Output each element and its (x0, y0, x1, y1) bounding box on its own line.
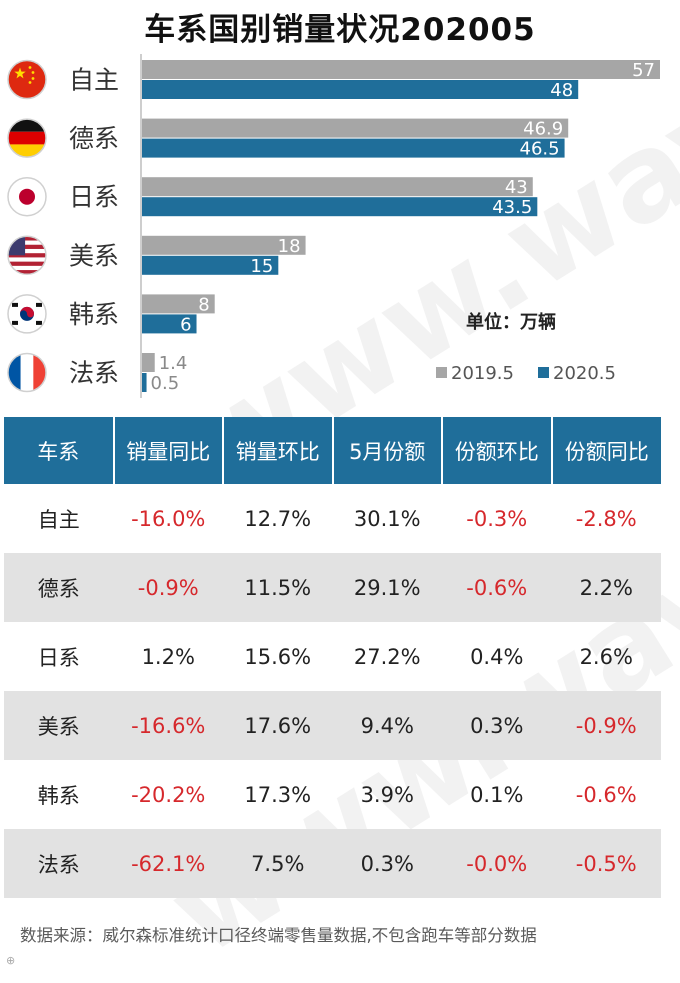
header-cell: 份额环比 (442, 417, 553, 484)
row-label-cell: 法系 (4, 829, 114, 898)
bar-2020.5 (142, 255, 279, 275)
france-flag-icon (7, 352, 47, 393)
bar-2019.5 (142, 353, 155, 372)
category-label: 德系 (69, 124, 119, 153)
bar-2020.5 (142, 373, 147, 392)
data-label: 46.5 (520, 139, 560, 160)
table-cell: -20.2% (131, 782, 206, 807)
table-cell: -0.9% (551, 691, 661, 760)
category-label: 美系 (69, 241, 119, 270)
table-cell: 9.4% (332, 691, 442, 760)
header-cell: 份额同比 (551, 417, 661, 484)
data-label: 0.5 (151, 373, 180, 394)
data-label: 1.4 (159, 353, 188, 374)
table-cell: 0.1% (470, 782, 524, 807)
table-cell: -62.1% (113, 829, 223, 898)
unit-label: 单位：万辆 (466, 311, 556, 333)
data-label: 18 (278, 236, 301, 257)
usa-flag-icon (7, 235, 47, 276)
table-cell: 0.4% (470, 644, 524, 669)
legend-swatch (538, 367, 549, 378)
table-cell: -0.6% (442, 553, 552, 622)
table-cell: 30.1% (353, 506, 421, 531)
table-cell: 17.6% (223, 691, 333, 760)
table-row: 自主 -16.0% 12.7% 30.1% -0.3% -2.8% (4, 484, 661, 553)
source-logo-icon: ⊕ (6, 954, 16, 967)
legend-label: 2019.5 (451, 363, 514, 384)
table-cell: 0.3% (332, 829, 442, 898)
table-cell: -0.9% (113, 553, 223, 622)
table-cell: 7.5% (223, 829, 333, 898)
table-cell: 12.7% (244, 506, 312, 531)
category-label: 法系 (69, 359, 119, 388)
table-row: 法系 -62.1% 7.5% 0.3% -0.0% -0.5% (4, 829, 661, 898)
header-cell: 5月份额 (332, 417, 443, 484)
table-cell: -0.6% (575, 782, 637, 807)
table-cell: -0.3% (466, 506, 528, 531)
table-cell: 17.3% (244, 782, 312, 807)
header-cell: 车系 (4, 417, 115, 484)
data-label: 6 (180, 314, 191, 335)
korea-flag-icon (7, 294, 47, 334)
table-cell: 15.6% (244, 644, 312, 669)
data-label: 8 (198, 294, 209, 315)
table-cell: 29.1% (332, 553, 442, 622)
table-row: 德系 -0.9% 11.5% 29.1% -0.6% 2.2% (4, 553, 661, 622)
bar-2020.5 (142, 197, 538, 217)
table-cell: -2.8% (575, 506, 637, 531)
data-label: 48 (550, 80, 573, 101)
row-label-cell: 韩系 (37, 783, 80, 808)
table-row: 美系 -16.6% 17.6% 9.4% 0.3% -0.9% (4, 691, 661, 760)
table-cell: -0.5% (551, 829, 661, 898)
table-cell: 1.2% (141, 644, 195, 669)
row-label-cell: 日系 (37, 645, 80, 670)
page-title: 车系国别销量状况202005 (144, 12, 536, 48)
table-cell: 27.2% (353, 644, 421, 669)
table-cell: 0.3% (442, 691, 552, 760)
bar-2020.5 (142, 138, 565, 158)
header-cell: 销量同比 (113, 417, 224, 484)
header-cell: 销量环比 (223, 417, 334, 484)
table-cell: -16.6% (113, 691, 223, 760)
table-cell: -16.0% (131, 506, 206, 531)
table-row: 日系 1.2% 15.6% 27.2% 0.4% 2.6% (4, 622, 661, 691)
table-cell: 2.6% (579, 644, 633, 669)
stats-table: 车系 销量同比 销量环比 5月份额 份额环比 份额同比 自主 -16.0% 12.7… (4, 417, 661, 898)
category-label: 韩系 (69, 300, 119, 329)
table-cell: -0.0% (442, 829, 552, 898)
data-label: 43 (505, 177, 528, 198)
row-label-cell: 美系 (4, 691, 114, 760)
legend-label: 2020.5 (553, 363, 616, 384)
germany-flag-icon (7, 118, 47, 158)
bar-2019.5 (142, 60, 660, 79)
bar-2020.5 (142, 80, 579, 99)
table-cell: 2.2% (551, 553, 661, 622)
data-label: 15 (250, 256, 273, 277)
bar-2019.5 (142, 235, 306, 255)
category-label: 日系 (69, 183, 119, 212)
china-flag-icon (7, 59, 47, 100)
table-row: 韩系 -20.2% 17.3% 3.9% 0.1% -0.6% (4, 760, 661, 829)
table-cell: 11.5% (223, 553, 333, 622)
data-label: 43.5 (492, 197, 532, 218)
table-body: 自主 -16.0% 12.7% 30.1% -0.3% -2.8% 德系 -0.9% 11.5%… (4, 484, 661, 898)
japan-flag-icon (7, 176, 47, 217)
row-label-cell: 德系 (4, 553, 114, 622)
data-label: 46.9 (523, 119, 563, 140)
bar-2020.5 (142, 314, 197, 334)
legend-swatch (436, 367, 447, 378)
row-label-cell: 自主 (37, 507, 80, 532)
bar-2019.5 (142, 294, 215, 314)
table-cell: 3.9% (360, 782, 414, 807)
bar-2019.5 (142, 118, 569, 138)
data-label: 57 (632, 60, 655, 81)
bar-2019.5 (142, 177, 533, 197)
category-label: 自主 (69, 66, 119, 95)
table-header-row: 车系 销量同比 销量环比 5月份额 份额环比 份额同比 (4, 417, 661, 484)
footnote: 数据来源：威尔森标准统计口径终端零售量数据,不包含跑车等部分数据 (20, 926, 537, 945)
